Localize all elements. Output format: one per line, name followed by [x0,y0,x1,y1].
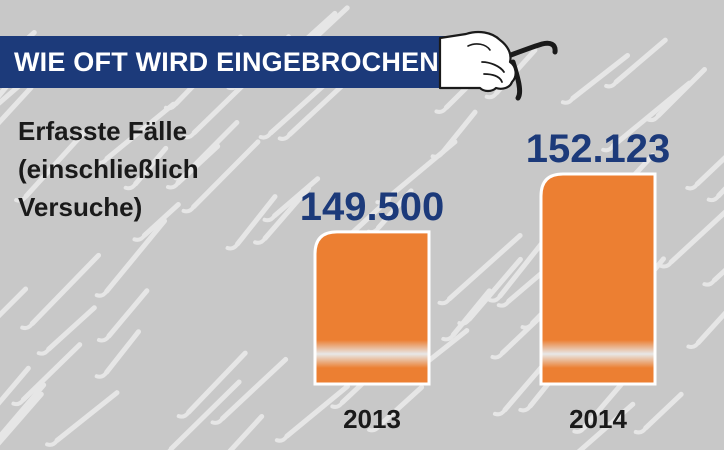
crowbar-shape [457,256,523,326]
crowbar-shape [262,176,321,223]
crowbar-shape [488,236,548,303]
crowbar-shape [94,329,142,379]
crowbar-shape [367,384,425,433]
crowbar-shape [258,82,328,140]
crowbar-shape [176,350,248,419]
crowbar-shape [123,145,169,191]
subtitle-line: Versuche) [18,192,143,222]
category-label: 2013 [343,404,401,434]
crowbar-shape [181,139,261,214]
category-label: 2014 [569,404,627,434]
crowbar-shape [633,391,684,435]
crowbar-shape [685,155,724,191]
crowbar-shape [0,382,47,440]
crowbar-shape [0,391,44,446]
crowbar-shape [173,120,240,181]
subtitle: Erfasste Fälle (einschließlich Versuche) [18,112,268,226]
crowbar-shape [95,101,176,165]
crowbar-shape [659,209,724,269]
hand-holding-crowbar-icon [438,30,558,101]
bar-rect [539,172,657,386]
crowbar-shape [14,128,88,203]
crowbar-shape [227,413,265,450]
crowbar-shape [560,52,631,105]
value-label: 149.500 [300,185,445,229]
crowbar-shape [441,288,492,342]
crowbar-shape [94,218,168,298]
value-label: 152.123 [526,127,671,171]
crowbar-shape [277,80,348,141]
crowbar-shape [36,305,97,356]
crowbar-shape [253,185,312,245]
crowbar-shape [274,383,350,443]
title-banner: WIE OFT WIRD EINGEBROCHEN? [0,36,458,88]
bar-2014 [539,172,657,386]
crowbar-shape [686,310,724,350]
crowbar-shape [210,356,289,425]
crowbar-shape [706,186,724,203]
crowbar-shape [702,267,724,287]
crowbar-shape [132,202,181,242]
axis-break [542,340,654,368]
crowbar-shape [20,252,102,331]
crowbar-shape [437,233,523,306]
page-title: WIE OFT WIRD EINGEBROCHEN? [14,47,456,77]
bar-2013 [313,230,431,386]
crowbar-shape [45,390,120,447]
crowbar-shape [601,80,692,153]
crowbar-shape [604,37,668,89]
subtitle-line: Erfasste Fälle [18,116,188,146]
crowbar-shape [0,286,29,319]
crowbar-shape [225,194,278,251]
crowbar-shape [96,288,150,343]
crowbar-shape [11,342,83,407]
crowbar-shape [0,365,31,406]
axis-break [316,340,428,368]
crowbar-shape [576,401,636,450]
subtitle-line: (einschließlich [18,154,199,184]
crowbar-shape [0,85,34,126]
